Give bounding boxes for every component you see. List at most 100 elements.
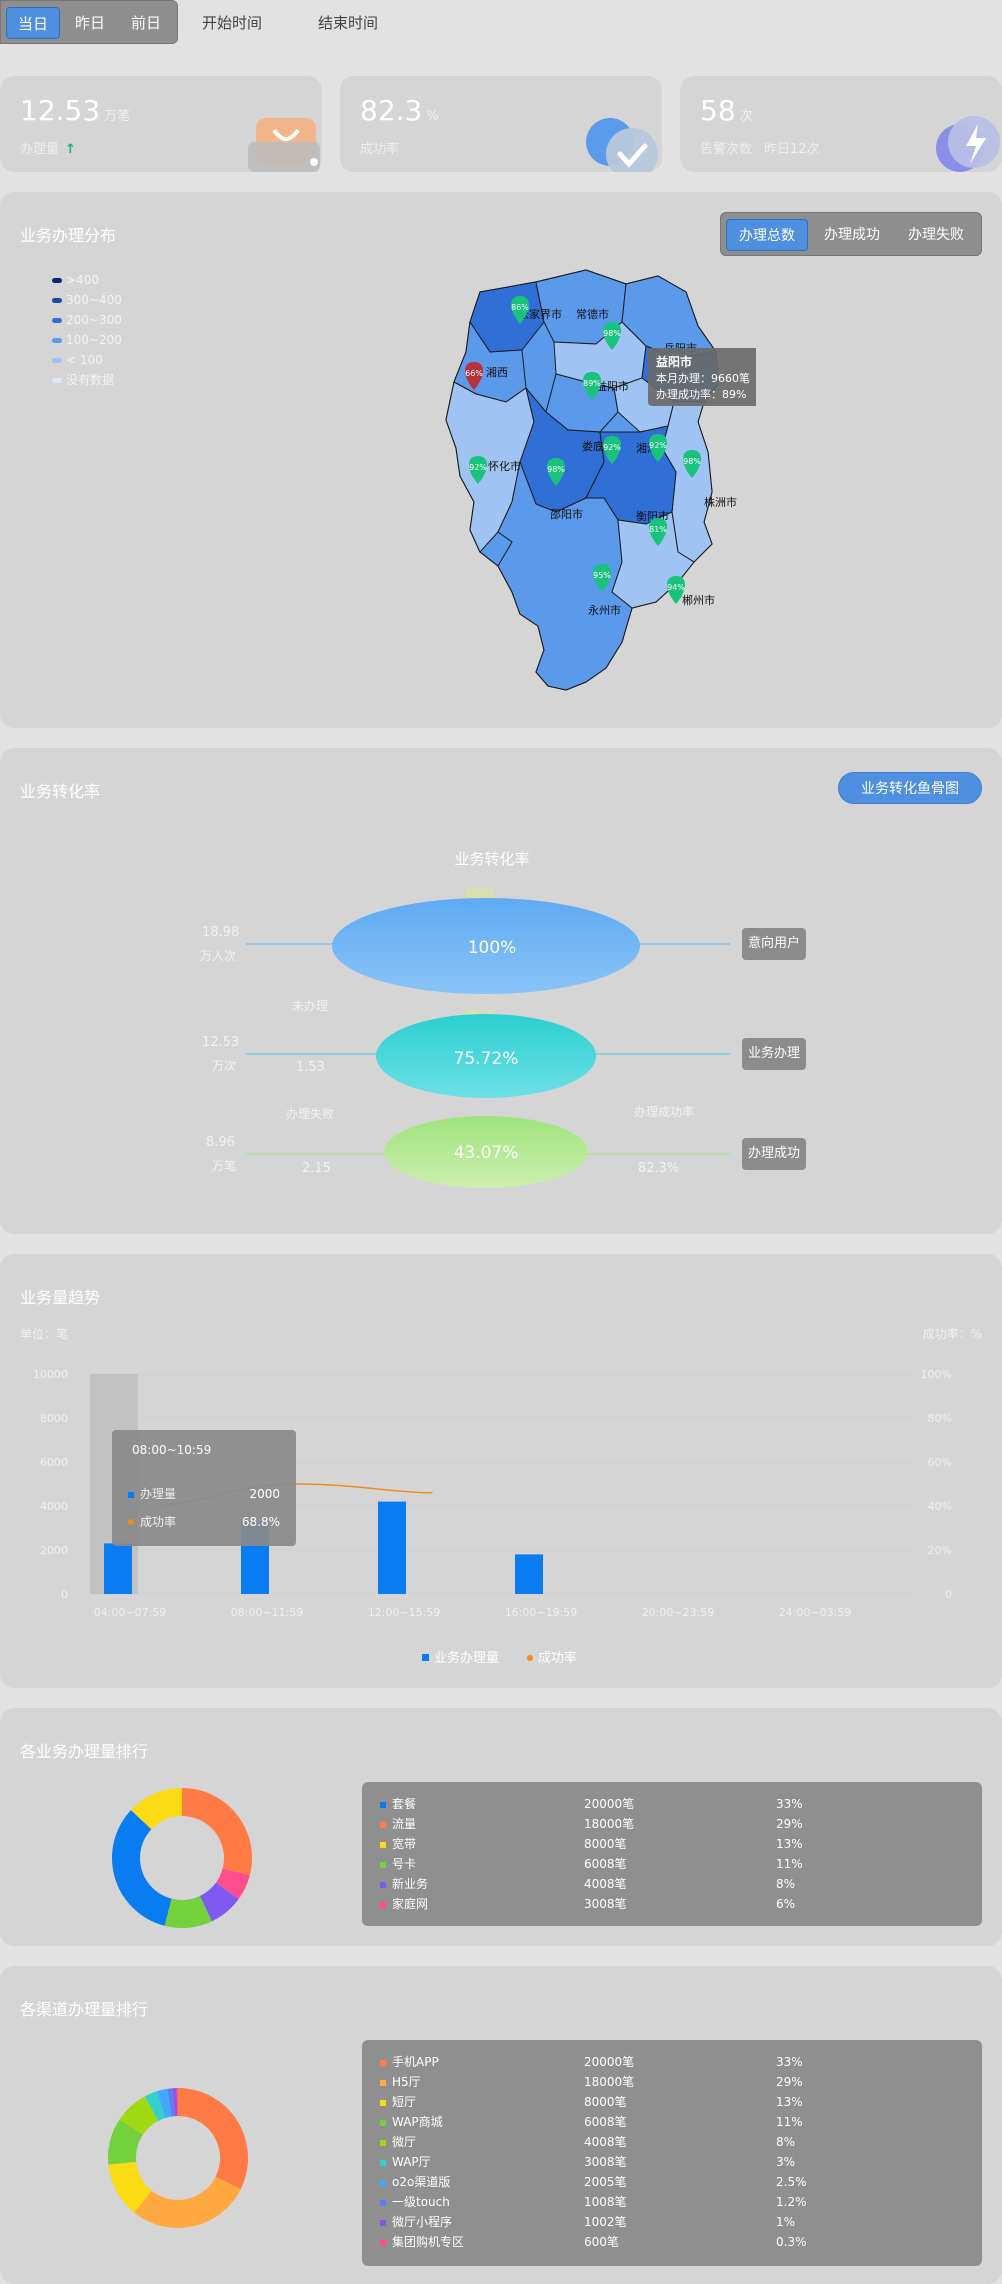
item-count: 3008笔 (584, 2155, 627, 2169)
business-rank-section: 各业务办理量排行 套餐 20000笔 33% 流量 18000笔 29% 宽带 8000笔 13… (0, 1708, 1002, 1946)
funnel-tag[interactable]: 业务办理 (742, 1038, 806, 1070)
list-item[interactable]: 短厅 8000笔 13% (380, 2092, 940, 2112)
legend-item[interactable]: 没有数据 (52, 370, 122, 390)
y-tick-label: 10000 (33, 1368, 68, 1381)
map-pin-icon[interactable]: 89% (583, 372, 601, 400)
map-pin-icon[interactable]: 95% (593, 564, 611, 592)
donut-slice[interactable] (119, 2096, 159, 2135)
donut-slice[interactable] (215, 1868, 250, 1900)
list-item[interactable]: 集团购机专区 600笔 0.3% (380, 2232, 940, 2252)
stat-unit: % (426, 109, 439, 124)
list-item[interactable]: WAP厅 3008笔 3% (380, 2152, 940, 2172)
donut-slice[interactable] (172, 2088, 178, 2117)
map-pin-icon[interactable]: 66% (465, 362, 483, 390)
item-percent: 6% (776, 1897, 796, 1911)
donut-slice[interactable] (134, 2176, 241, 2228)
map-pin-icon[interactable]: 92% (469, 456, 487, 484)
donut-slice[interactable] (164, 1896, 212, 1928)
legend-item[interactable]: < 100 (52, 350, 122, 370)
map-pin-icon[interactable]: 94% (667, 576, 685, 604)
funnel-tag[interactable]: 办理成功 (742, 1138, 806, 1170)
list-item[interactable]: 一级touch 1008笔 1.2% (380, 2192, 940, 2212)
list-item[interactable]: 家庭网 3008笔 6% (380, 1894, 940, 1914)
tooltip-title: 益阳市 (656, 354, 692, 369)
legend-swatch (52, 277, 62, 283)
list-item[interactable]: o2o渠道版 2005笔 2.5% (380, 2172, 940, 2192)
legend-item[interactable]: >400 (52, 270, 122, 290)
province-map[interactable]: 张家界市 常德市 岳阳市 湘西 益阳市 怀化市 娄底市 湘潭 株洲市 邵阳市 衡… (436, 262, 756, 712)
y2-tick-label: 20% (928, 1544, 952, 1557)
map-pin-icon[interactable]: 98% (547, 458, 565, 486)
bar[interactable] (378, 1501, 406, 1594)
item-count: 6008笔 (584, 1857, 627, 1871)
list-item[interactable]: 号卡 6008笔 11% (380, 1854, 940, 1874)
tab-today[interactable]: 当日 (6, 7, 60, 39)
tab-day-before[interactable]: 前日 (130, 14, 161, 32)
stat-card-success-rate: 82.3% 成功率 (340, 76, 662, 172)
y2-tick-label: 0 (945, 1588, 952, 1601)
legend-label[interactable]: 业务办理量 (434, 1650, 499, 1666)
list-item[interactable]: 微厅 4008笔 8% (380, 2132, 940, 2152)
item-percent: 33% (776, 2055, 803, 2069)
donut-slice[interactable] (108, 2161, 152, 2213)
donut-slice[interactable] (130, 1788, 182, 1830)
map-pin-icon[interactable]: 92% (603, 436, 621, 464)
donut-slice[interactable] (176, 2088, 178, 2117)
bar[interactable] (515, 1554, 543, 1594)
list-item[interactable]: 微厅小程序 1002笔 1% (380, 2212, 940, 2232)
legend-swatch (52, 337, 62, 343)
tooltip-value: 68.8% (242, 1515, 280, 1529)
list-item[interactable]: WAP商城 6008笔 11% (380, 2112, 940, 2132)
map-pin-icon[interactable]: 86% (511, 296, 529, 324)
tooltip-line: 办理成功率：89% (656, 387, 746, 401)
trend-chart[interactable]: 单位：笔 成功率：% 0 0 2000 20% 4000 40% 6000 60% 8000 80… (0, 1254, 1002, 1688)
donut-slice[interactable] (178, 2088, 249, 2190)
list-item[interactable]: 宽带 8000笔 13% (380, 1834, 940, 1854)
tooltip-title: 08:00~10:59 (132, 1443, 211, 1457)
donut-slice[interactable] (156, 2088, 172, 2118)
map-pin-icon[interactable]: 92% (649, 434, 667, 462)
donut-slice[interactable] (167, 2088, 175, 2117)
city-label: 益阳市 (596, 379, 629, 393)
map-pin-icon[interactable]: 98% (683, 450, 701, 478)
donut-slice[interactable] (199, 1882, 239, 1922)
bar[interactable] (104, 1543, 132, 1594)
donut-slice[interactable] (111, 1810, 172, 1926)
tab-failed[interactable]: 办理失败 (908, 227, 964, 243)
x-tick-label: 16:00~19:59 (505, 1606, 578, 1619)
list-item[interactable]: 套餐 20000笔 33% (380, 1794, 940, 1814)
list-item[interactable]: 手机APP 20000笔 33% (380, 2052, 940, 2072)
tab-yesterday[interactable]: 昨日 (74, 14, 105, 32)
donut-slice[interactable] (182, 1788, 253, 1876)
business-donut-chart[interactable] (102, 1778, 262, 1938)
legend-item[interactable]: 200~300 (52, 310, 122, 330)
item-percent: 2.5% (776, 2175, 807, 2189)
y-tick-label: 6000 (40, 1456, 68, 1469)
tab-success[interactable]: 办理成功 (824, 227, 880, 243)
channel-donut-chart[interactable] (104, 2084, 252, 2232)
map-pin-icon[interactable]: 98% (603, 322, 621, 350)
legend-label[interactable]: 成功率 (538, 1650, 577, 1666)
item-percent: 29% (776, 2075, 803, 2089)
map-pin-icon[interactable]: 81% (649, 518, 667, 546)
legend-label: 没有数据 (66, 373, 115, 387)
start-time-picker[interactable]: 开始时间 (202, 14, 263, 32)
donut-slice[interactable] (144, 2091, 166, 2121)
end-time-picker[interactable]: 结束时间 (318, 14, 379, 32)
fishbone-button[interactable]: 业务转化鱼骨图 (838, 772, 982, 804)
y2-tick-label: 40% (928, 1500, 952, 1513)
donut-slice[interactable] (108, 2119, 143, 2165)
funnel-tag[interactable]: 意向用户 (742, 928, 806, 960)
item-name: o2o渠道版 (392, 2175, 451, 2189)
list-item[interactable]: H5厅 18000笔 29% (380, 2072, 940, 2092)
legend-item[interactable]: 300~400 (52, 290, 122, 310)
item-count: 3008笔 (584, 1897, 627, 1911)
legend-item[interactable]: 100~200 (52, 330, 122, 350)
funnel-percent: 75.72% (454, 1049, 519, 1069)
list-item[interactable]: 新业务 4008笔 8% (380, 1874, 940, 1894)
y-tick-label: 8000 (40, 1412, 68, 1425)
tab-total[interactable]: 办理总数 (726, 219, 808, 251)
stat-value: 12.53 (20, 94, 101, 127)
list-item[interactable]: 流量 18000笔 29% (380, 1814, 940, 1834)
pin-label: 95% (593, 571, 611, 580)
